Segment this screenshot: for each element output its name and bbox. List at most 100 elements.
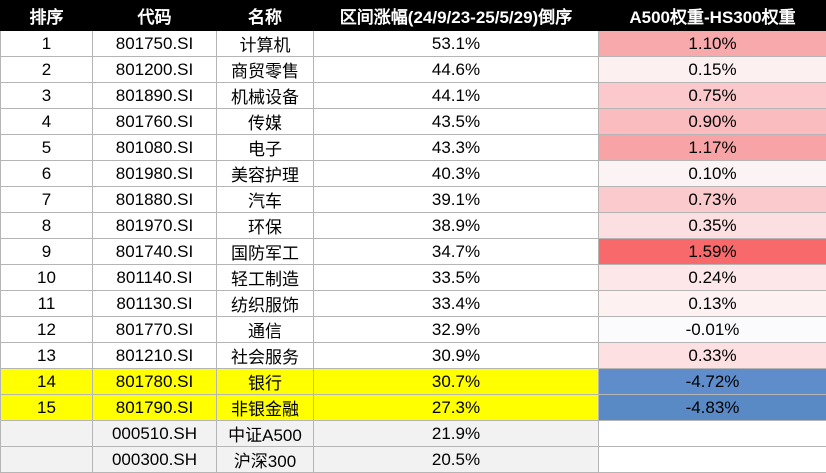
change-cell: 30.9% [314,343,599,369]
rank-cell: 5 [1,135,93,161]
change-cell: 43.3% [314,135,599,161]
header-change: 区间涨幅(24/9/23-25/5/29)倒序 [314,1,599,31]
rank-cell: 6 [1,161,93,187]
name-cell: 通信 [217,317,314,343]
weight-diff-cell: 0.73% [599,187,826,213]
code-cell: 801750.SI [93,31,217,57]
name-cell: 传媒 [217,109,314,135]
code-cell: 000300.SH [93,447,217,473]
code-cell: 801740.SI [93,239,217,265]
header-rank: 排序 [1,1,93,31]
weight-diff-cell: 0.10% [599,161,826,187]
code-cell: 801760.SI [93,109,217,135]
weight-diff-cell: 0.90% [599,109,826,135]
name-cell: 纺织服饰 [217,291,314,317]
rank-cell: 12 [1,317,93,343]
rank-cell: 4 [1,109,93,135]
code-cell: 801130.SI [93,291,217,317]
header-code: 代码 [93,1,217,31]
rank-cell: 13 [1,343,93,369]
name-cell: 中证A500 [217,421,314,447]
change-cell: 30.7% [314,369,599,395]
name-cell: 计算机 [217,31,314,57]
code-cell: 801140.SI [93,265,217,291]
name-cell: 美容护理 [217,161,314,187]
code-cell: 801770.SI [93,317,217,343]
rank-cell: 14 [1,369,93,395]
rank-cell: 3 [1,83,93,109]
weight-diff-cell: 0.35% [599,213,826,239]
header-row: 排序 代码 名称 区间涨幅(24/9/23-25/5/29)倒序 A500权重-… [1,1,826,31]
rank-cell [1,421,93,447]
rank-cell: 10 [1,265,93,291]
weight-diff-cell: 0.24% [599,265,826,291]
name-cell: 轻工制造 [217,265,314,291]
rank-cell: 9 [1,239,93,265]
code-cell: 801200.SI [93,57,217,83]
change-cell: 20.5% [314,447,599,473]
name-cell: 非银金融 [217,395,314,421]
code-cell: 801780.SI [93,369,217,395]
name-cell: 机械设备 [217,83,314,109]
rank-cell: 1 [1,31,93,57]
change-cell: 33.5% [314,265,599,291]
change-cell: 53.1% [314,31,599,57]
change-cell: 33.4% [314,291,599,317]
change-cell: 44.1% [314,83,599,109]
weight-diff-cell: 1.10% [599,31,826,57]
change-cell: 44.6% [314,57,599,83]
name-cell: 商贸零售 [217,57,314,83]
weight-diff-cell: 0.75% [599,83,826,109]
weight-diff-cell: 1.17% [599,135,826,161]
weight-diff-cell: -4.83% [599,395,826,421]
rank-cell: 7 [1,187,93,213]
name-cell: 国防军工 [217,239,314,265]
change-cell: 32.9% [314,317,599,343]
rank-cell: 15 [1,395,93,421]
change-cell: 40.3% [314,161,599,187]
weight-diff-cell: -4.72% [599,369,826,395]
weight-diff-cell [599,421,826,447]
change-cell: 27.3% [314,395,599,421]
weight-diff-cell [599,447,826,473]
name-cell: 汽车 [217,187,314,213]
code-cell: 801210.SI [93,343,217,369]
header-name: 名称 [217,1,314,31]
table-header: 排序 代码 名称 区间涨幅(24/9/23-25/5/29)倒序 A500权重-… [1,1,826,31]
change-cell: 21.9% [314,421,599,447]
name-cell: 社会服务 [217,343,314,369]
change-cell: 43.5% [314,109,599,135]
code-cell: 801880.SI [93,187,217,213]
name-cell: 沪深300 [217,447,314,473]
weight-diff-cell: -0.01% [599,317,826,343]
change-cell: 34.7% [314,239,599,265]
code-cell: 000510.SH [93,421,217,447]
name-cell: 银行 [217,369,314,395]
code-cell: 801890.SI [93,83,217,109]
code-cell: 801980.SI [93,161,217,187]
rank-cell [1,447,93,473]
code-cell: 801790.SI [93,395,217,421]
rank-cell: 11 [1,291,93,317]
code-cell: 801970.SI [93,213,217,239]
code-cell: 801080.SI [93,135,217,161]
weight-diff-cell: 0.15% [599,57,826,83]
